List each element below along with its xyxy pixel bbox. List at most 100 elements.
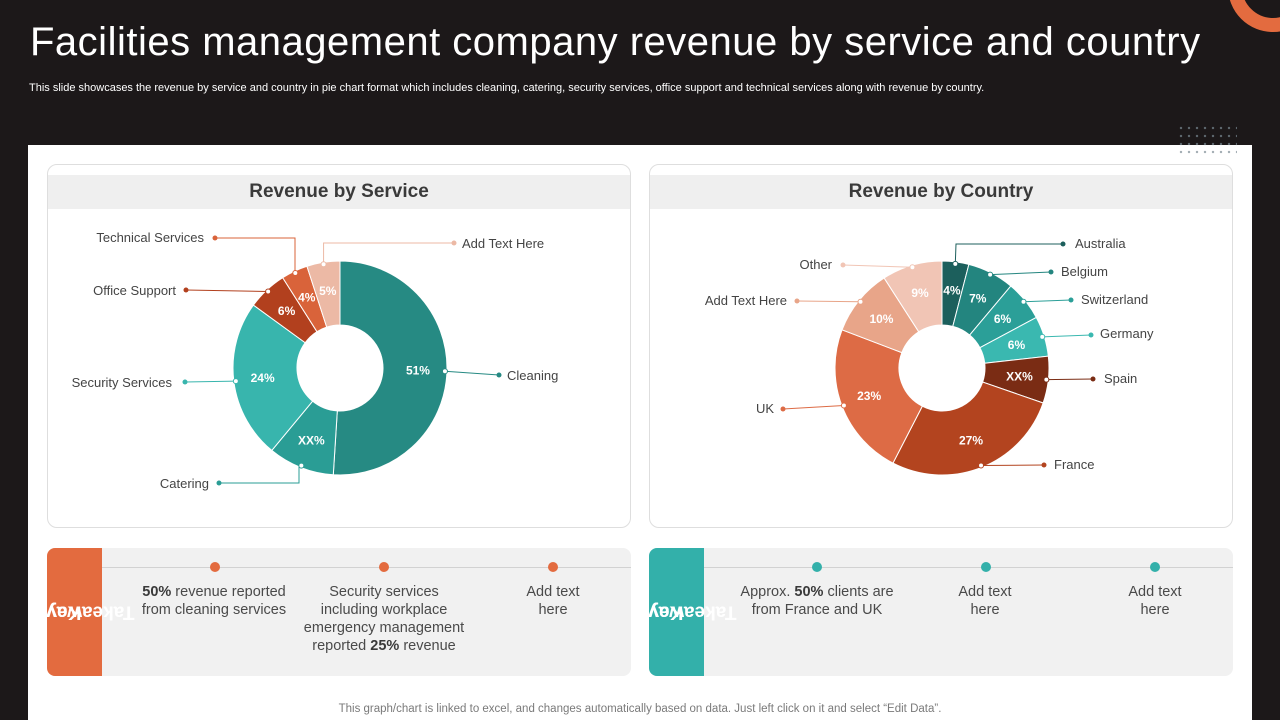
tab-line-2: Takeaways: [649, 601, 737, 623]
slice-category-label: Add Text Here: [705, 293, 787, 308]
dot-grid-decoration: [1177, 124, 1237, 158]
leader-line: [444, 370, 500, 376]
leader-line: [184, 380, 236, 383]
slice-value-label: 4%: [298, 290, 316, 304]
slice-cleaning[interactable]: [332, 260, 448, 476]
leader-anchor: [1043, 376, 1050, 383]
donut-hole: [298, 326, 382, 410]
slice-category-label: Add Text Here: [462, 236, 544, 251]
takeaway-text-1: Approx. 50% clients are from France and …: [740, 584, 894, 618]
leader-anchor: [265, 288, 272, 295]
slice-value-label: 6%: [1008, 338, 1026, 352]
leader-line: [990, 271, 1052, 276]
takeaway-timeline: [704, 567, 1233, 568]
slice-value-label: 6%: [994, 312, 1012, 326]
leader-end-dot: [216, 480, 222, 486]
service-chart-card[interactable]: Revenue by Service 51% Cleaning XX% Caterin…: [47, 164, 631, 528]
leader-line: [1023, 299, 1072, 303]
slice-category-label: Cleaning: [507, 368, 558, 383]
slice-value-label: 4%: [943, 284, 961, 298]
takeaway-text-2: Add text here: [958, 584, 1012, 618]
slice-category-label: Germany: [1100, 326, 1154, 341]
tab-line-2: Takeaways: [47, 601, 135, 623]
takeaway-dot: [812, 562, 822, 572]
slice-value-label: 24%: [251, 371, 275, 385]
leader-anchor: [298, 462, 305, 469]
takeaway-dot: [1150, 562, 1160, 572]
takeaway-text-1: 50% revenue reported from cleaning servi…: [141, 584, 287, 618]
leader-end-dot: [496, 372, 502, 378]
slice-value-label: 10%: [869, 312, 893, 326]
takeaway-text-2: Security services including workplace em…: [303, 584, 465, 654]
slice-security-services[interactable]: [232, 304, 314, 452]
leader-anchor: [232, 378, 239, 385]
slice-value-label: 6%: [278, 304, 296, 318]
slice-other[interactable]: [883, 260, 943, 333]
leader-anchor: [909, 264, 916, 271]
slice-category-label: Switzerland: [1081, 292, 1148, 307]
leader-anchor: [857, 298, 864, 305]
slice-category-label: Security Services: [72, 375, 173, 390]
leader-end-dot: [840, 262, 846, 268]
leader-line: [782, 404, 844, 410]
slice-uk[interactable]: [834, 329, 923, 464]
slice-value-label: 23%: [857, 389, 881, 403]
slice-value-label: 27%: [959, 433, 983, 447]
donut-hole: [900, 326, 984, 410]
slice-category-label: UK: [756, 401, 774, 416]
slice-value-label: 5%: [319, 284, 337, 298]
country-chart-title: Revenue by Country: [650, 175, 1232, 209]
slice-category-label: Catering: [160, 476, 209, 491]
leader-end-dot: [182, 379, 188, 385]
leader-anchor: [1039, 333, 1046, 340]
key-takeaways-tab: KeyTakeaways: [649, 548, 736, 676]
leader-line: [1046, 378, 1094, 381]
leader-line: [954, 243, 1063, 264]
leader-anchor: [292, 269, 299, 276]
leader-line: [185, 289, 269, 292]
country-chart-card[interactable]: Revenue by Country 4% Australia 7% Belgium 6…: [649, 164, 1233, 528]
slice-value-label: 9%: [911, 286, 929, 300]
service-donut-chart[interactable]: 51% Cleaning XX% Catering 24% Security Servic…: [48, 165, 631, 528]
takeaway-timeline: [102, 567, 631, 568]
country-donut-chart[interactable]: 4% Australia 7% Belgium 6% Switzerland 6% Germa…: [650, 165, 1233, 528]
leader-line: [215, 237, 296, 274]
leader-anchor: [987, 271, 994, 278]
leader-end-dot: [1068, 297, 1074, 303]
takeaway-dot: [981, 562, 991, 572]
slice-category-label: Spain: [1104, 371, 1137, 386]
leader-anchor: [840, 402, 847, 409]
key-takeaways-country: KeyTakeaways Approx. 50% clients are fro…: [649, 548, 1233, 676]
takeaway-dot: [548, 562, 558, 572]
slice-add-text-here[interactable]: [306, 260, 341, 328]
leader-end-dot: [1088, 332, 1094, 338]
slice-value-label: 7%: [969, 292, 987, 306]
leader-line: [842, 264, 913, 268]
leader-end-dot: [183, 287, 189, 293]
takeaway-text-3: Add text here: [526, 584, 580, 618]
corner-decoration: [1228, 0, 1280, 32]
slice-category-label: France: [1054, 457, 1094, 472]
slice-france[interactable]: [892, 381, 1044, 476]
leader-end-dot: [794, 298, 800, 304]
key-takeaways-service: KeyTakeaways 50% revenue reported from c…: [47, 548, 631, 676]
leader-anchor: [320, 261, 327, 268]
page-title: Facilities management company revenue by…: [30, 20, 1201, 64]
slice-category-label: Australia: [1075, 236, 1126, 251]
slice-category-label: Belgium: [1061, 264, 1108, 279]
leader-anchor: [978, 462, 985, 469]
leader-end-dot: [212, 235, 218, 241]
slice-value-label: XX%: [298, 434, 325, 448]
takeaway-dot: [210, 562, 220, 572]
service-chart-title: Revenue by Service: [48, 175, 630, 209]
leader-anchor: [952, 260, 959, 267]
page-subtitle: This slide showcases the revenue by serv…: [29, 82, 985, 94]
leader-end-dot: [1041, 462, 1047, 468]
key-takeaways-tab: KeyTakeaways: [47, 548, 134, 676]
takeaway-text-3: Add text here: [1128, 584, 1182, 618]
leader-end-dot: [780, 406, 786, 412]
footer-note: This graph/chart is linked to excel, and…: [338, 703, 942, 715]
takeaway-dot: [379, 562, 389, 572]
slice-category-label: Technical Services: [96, 230, 204, 245]
leader-end-dot: [1090, 376, 1096, 382]
